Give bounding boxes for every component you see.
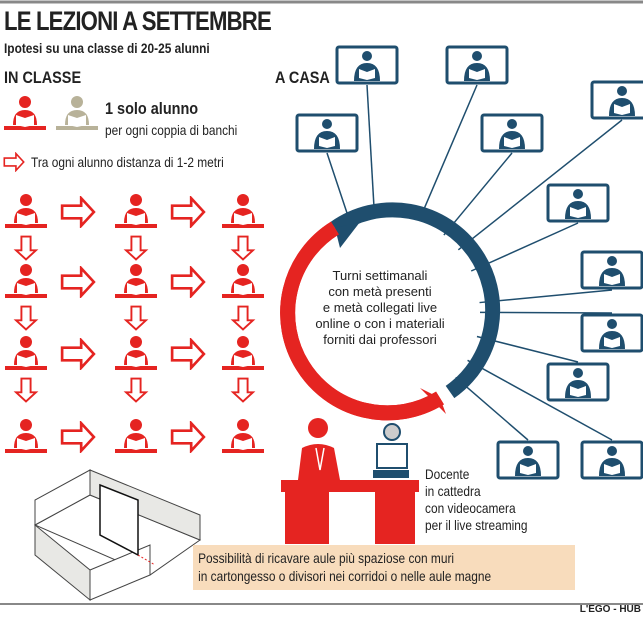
cycle-text: Turni settimanali con metà presenti e me…	[300, 268, 460, 348]
rule1-title: 1 solo alunno	[105, 99, 199, 118]
arrow-down-icon	[231, 377, 255, 403]
cycle-line: forniti dai professori	[323, 332, 437, 347]
monitor-student-icon	[335, 45, 399, 85]
arrow-right-icon	[60, 338, 96, 370]
section-in-classe: IN CLASSE	[4, 68, 82, 87]
student-icon	[115, 194, 157, 228]
teacher-line: per il live streaming	[425, 517, 528, 533]
student-icon	[222, 194, 264, 228]
monitor-student-icon	[580, 440, 643, 480]
monitor-student-icon	[580, 250, 643, 290]
teacher-line: in cattedra	[425, 483, 481, 499]
teacher-line: Docente	[425, 466, 470, 482]
credit: L'EGO - HUB	[579, 604, 641, 615]
monitor-student-icon	[295, 113, 359, 153]
student-icon	[5, 336, 47, 370]
arrow-right-icon	[60, 421, 96, 453]
arrow-down-icon	[14, 235, 38, 261]
arrow-down-icon	[14, 305, 38, 331]
student-icon-empty	[56, 96, 98, 130]
arrow-down-icon	[231, 305, 255, 331]
arrow-right-icon	[60, 266, 96, 298]
student-icon	[5, 419, 47, 453]
note-line: Possibilità di ricavare aule più spazios…	[198, 550, 455, 566]
rule2-text: Tra ogni alunno distanza di 1-2 metri	[31, 154, 224, 170]
connection-line	[479, 311, 613, 314]
teacher-icon	[281, 418, 419, 544]
cycle-line: online o con i materiali	[315, 316, 445, 331]
connection-line	[326, 152, 350, 218]
student-icon-red	[4, 96, 46, 130]
connection-line	[479, 289, 613, 304]
cycle-line: e metà collegati live	[322, 300, 438, 315]
student-icon	[222, 264, 264, 298]
cycle-line: Turni settimanali	[332, 268, 428, 283]
teacher-text: Docente in cattedra con videocamera per …	[425, 466, 528, 534]
connection-line	[443, 152, 513, 236]
arrow-right-icon	[170, 338, 206, 370]
teacher-line: con videocamera	[425, 500, 516, 516]
student-icon	[222, 336, 264, 370]
page-title: LE LEZIONI A SETTEMBRE	[4, 6, 272, 36]
note-box: Possibilità di ricavare aule più spazios…	[193, 545, 575, 590]
classroom-grid	[5, 194, 264, 453]
remote-students	[295, 45, 643, 480]
monitor-student-icon	[480, 113, 544, 153]
connection-line	[455, 376, 529, 441]
videocamera-icon	[373, 423, 409, 478]
note-line: in cartongesso o divisori nei corridoi o…	[198, 568, 492, 584]
monitor-student-icon	[445, 45, 509, 85]
arrow-down-icon	[14, 377, 38, 403]
rule1-text: per ogni coppia di banchi	[105, 122, 238, 138]
section-a-casa: A CASA	[275, 68, 330, 87]
arrow-down-icon	[231, 235, 255, 261]
connection-line	[366, 84, 376, 213]
arrow-right-icon	[170, 196, 206, 228]
arrow-right-icon	[170, 266, 206, 298]
student-icon	[115, 264, 157, 298]
arrow-down-icon	[124, 377, 148, 403]
arrow-right-icon	[60, 196, 96, 228]
monitor-student-icon	[590, 80, 643, 120]
monitor-student-icon	[580, 313, 643, 353]
student-icon	[222, 419, 264, 453]
student-icon	[115, 419, 157, 453]
monitor-student-icon	[546, 362, 610, 402]
arrow-down-icon	[124, 305, 148, 331]
subtitle: Ipotesi su una classe di 20-25 alunni	[4, 40, 210, 56]
arrow-down-icon	[124, 235, 148, 261]
room-illustration	[33, 469, 202, 602]
monitor-student-icon	[546, 183, 610, 223]
student-icon	[115, 336, 157, 370]
connection-line	[457, 119, 623, 251]
cycle-line: con metà presenti	[328, 284, 432, 299]
arrow-right-icon	[3, 152, 25, 172]
arrow-right-icon	[170, 421, 206, 453]
student-icon	[5, 194, 47, 228]
student-icon	[5, 264, 47, 298]
cycle-arc-blue	[330, 202, 501, 399]
connection-line	[467, 359, 613, 441]
connection-line	[418, 84, 478, 221]
cycle-arrowhead-blue	[335, 222, 360, 248]
